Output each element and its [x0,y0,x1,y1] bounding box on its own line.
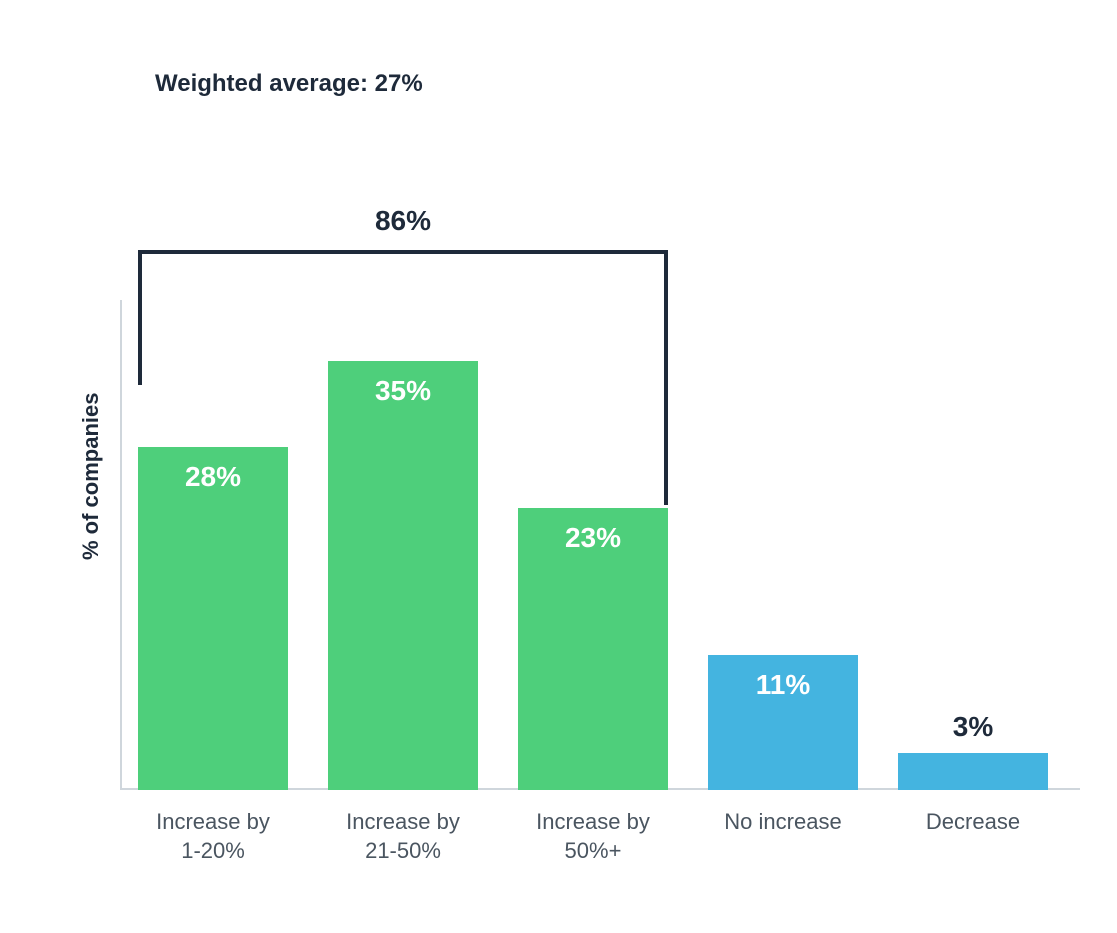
bar-value-label: 35% [328,375,478,407]
bracket-left-drop [138,250,142,385]
x-tick-label: Increase by50%+ [498,808,688,865]
bar-value-label: 23% [518,522,668,554]
bar: 35% [328,361,478,790]
bar: 28% [138,447,288,790]
bracket-horizontal [138,250,668,254]
bar [898,753,1048,790]
x-tick-label: Increase by21-50% [308,808,498,865]
bar-value-label: 28% [138,461,288,493]
bar-chart: Weighted average: 27% 86% % of companies… [0,0,1117,933]
x-tick-label: Increase by1-20% [118,808,308,865]
bar-value-label: 3% [898,711,1048,743]
y-axis-line [120,300,122,790]
bar: 23% [518,508,668,790]
plot-area: 28%Increase by1-20%35%Increase by21-50%2… [120,300,1080,790]
x-tick-label: No increase [688,808,878,837]
bar-value-label: 11% [708,669,858,701]
bracket-label: 86% [353,205,453,237]
bar: 11% [708,655,858,790]
bracket-right-drop [664,250,668,505]
chart-title: Weighted average: 27% [155,70,423,98]
x-tick-label: Decrease [878,808,1068,837]
y-axis-label: % of companies [78,393,104,560]
